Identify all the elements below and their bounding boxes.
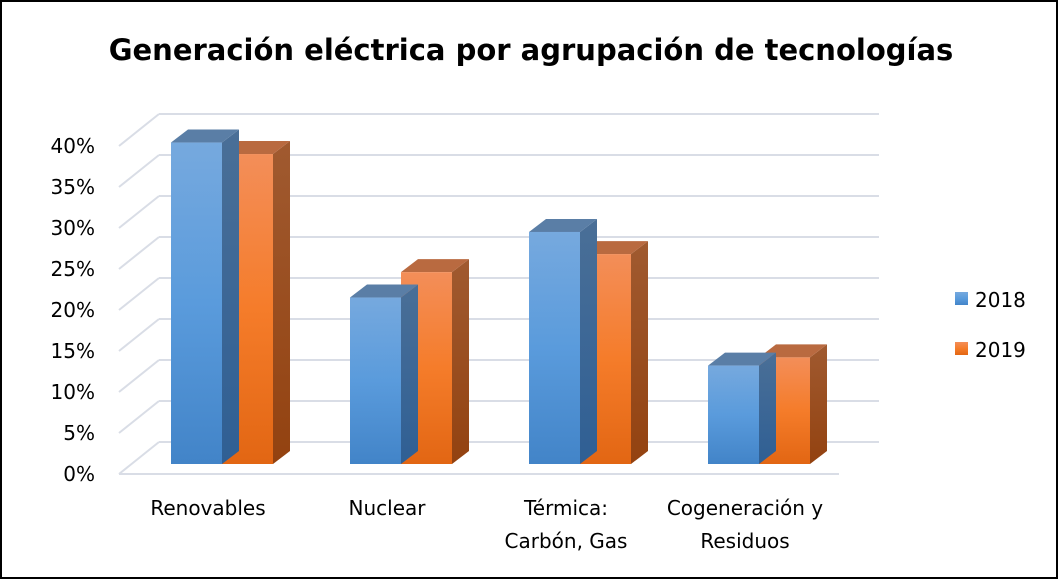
chart-title: Generación eléctrica por agrupación de t… bbox=[109, 33, 954, 67]
x-tick-label: Carbón, Gas bbox=[505, 529, 628, 553]
bar-2018 bbox=[708, 352, 776, 464]
bar-front bbox=[708, 365, 759, 464]
gridline-side bbox=[118, 154, 160, 188]
y-tick-label: 15% bbox=[51, 339, 95, 363]
y-tick-label: 5% bbox=[63, 421, 95, 445]
legend-swatch bbox=[955, 292, 968, 305]
gridline-side bbox=[118, 318, 160, 352]
bar-side bbox=[580, 218, 597, 464]
x-tick-label: Térmica: bbox=[523, 496, 608, 520]
bar-side bbox=[222, 129, 239, 464]
gridline-side bbox=[118, 359, 160, 393]
x-tick-label: Nuclear bbox=[349, 496, 427, 520]
bar-side bbox=[401, 284, 418, 464]
gridline-side bbox=[118, 236, 160, 270]
bar-top bbox=[171, 129, 239, 143]
gridline-side bbox=[118, 277, 160, 311]
legend-label: 2018 bbox=[975, 288, 1026, 312]
bar-side bbox=[759, 352, 776, 464]
bar-side bbox=[452, 259, 469, 464]
gridline-side bbox=[118, 400, 160, 434]
gridline-side bbox=[118, 113, 160, 147]
bar-top bbox=[708, 352, 776, 366]
bar-top bbox=[350, 284, 418, 298]
y-tick-label: 0% bbox=[63, 462, 95, 486]
bar-top bbox=[401, 259, 469, 273]
bar-side bbox=[273, 141, 290, 465]
y-tick-label: 35% bbox=[51, 175, 95, 199]
x-tick-label: Renovables bbox=[150, 496, 265, 520]
bar-front bbox=[171, 142, 222, 464]
y-tick-label: 40% bbox=[51, 134, 95, 158]
bar-2018 bbox=[171, 129, 239, 464]
y-tick-label: 30% bbox=[51, 216, 95, 240]
gridline-side bbox=[118, 441, 160, 475]
legend-swatch bbox=[955, 342, 968, 355]
bar-2018 bbox=[350, 284, 418, 464]
y-tick-label: 25% bbox=[51, 257, 95, 281]
bar-side bbox=[631, 241, 648, 464]
x-tick-label: Cogeneración y bbox=[667, 496, 823, 520]
x-tick-label: Residuos bbox=[700, 529, 789, 553]
y-tick-label: 20% bbox=[51, 298, 95, 322]
bar-front bbox=[350, 297, 401, 464]
bar-side bbox=[810, 344, 827, 464]
gridline-side bbox=[118, 195, 160, 229]
bar-front bbox=[529, 231, 580, 464]
legend-label: 2019 bbox=[975, 338, 1026, 362]
y-tick-label: 10% bbox=[51, 380, 95, 404]
bar-top bbox=[529, 218, 597, 232]
bar-2018 bbox=[529, 218, 597, 464]
